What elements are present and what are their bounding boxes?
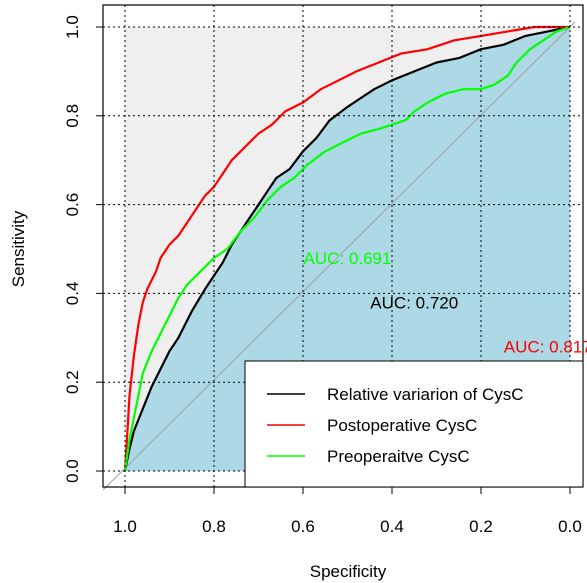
roc-curve-2 — [123, 25, 570, 472]
roc-curves — [102, 21, 576, 491]
y-tick-label: 0.8 — [63, 104, 82, 128]
auc-fill — [125, 27, 570, 471]
x-tick-label: 0.6 — [291, 517, 315, 536]
roc-curve-3 — [123, 25, 571, 472]
chance-diagonal — [102, 21, 576, 491]
auc-labels: AUC: 0.720 AUC: 0.817 AUC: 0.691 — [304, 249, 587, 357]
y-tick-label: 0.0 — [63, 459, 82, 483]
x-tick-label: 0.0 — [558, 517, 582, 536]
y-tick-label: 0.4 — [63, 282, 82, 306]
auc-label-2: AUC: 0.817 — [504, 338, 587, 357]
x-axis-title: Specificity — [310, 562, 387, 581]
auc-label-1: AUC: 0.720 — [370, 293, 458, 312]
auc-label-3: AUC: 0.691 — [304, 249, 392, 268]
x-tick-label: 0.8 — [202, 517, 226, 536]
y-tick-label: 1.0 — [63, 15, 82, 39]
legend-label-1: Relative variarion of CysC — [327, 385, 524, 404]
y-tick-label: 0.6 — [63, 193, 82, 217]
x-tick-label: 0.4 — [380, 517, 404, 536]
y-axis-title: Sensitivity — [9, 210, 28, 287]
legend-box — [244, 360, 584, 488]
legend-label-3: Preoperaitve CysC — [327, 447, 470, 466]
x-tick-label: 1.0 — [113, 517, 137, 536]
legend-label-2: Postoperative CysC — [327, 416, 477, 435]
legend: Relative variarion of CysC Postoperative … — [244, 360, 584, 488]
x-tick-label: 0.2 — [469, 517, 493, 536]
y-tick-label: 0.2 — [63, 370, 82, 394]
roc-curve-1 — [123, 25, 571, 472]
